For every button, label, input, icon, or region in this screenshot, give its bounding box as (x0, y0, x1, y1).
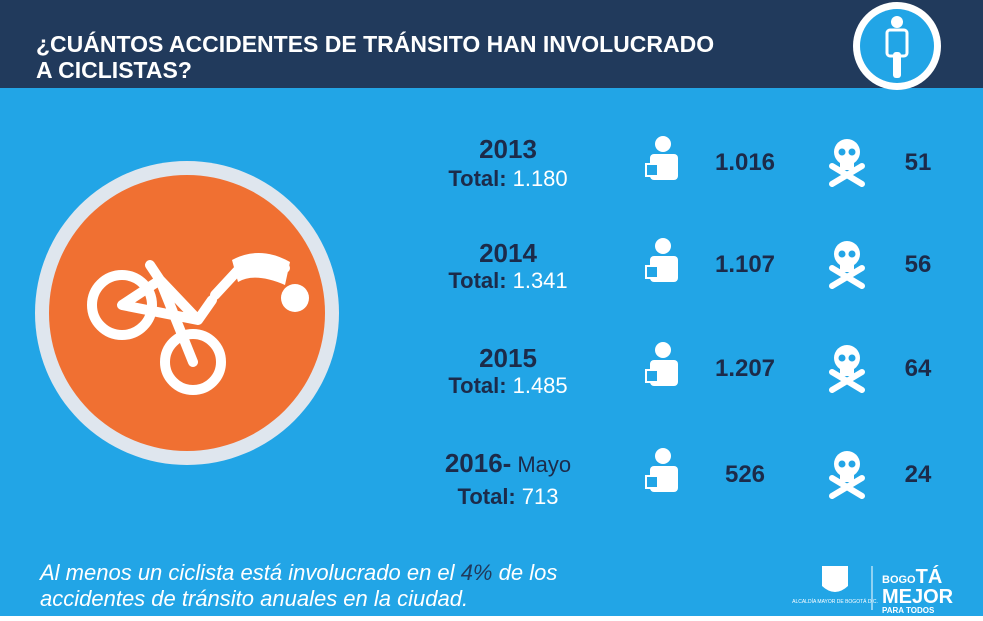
title-line: ¿CUÁNTOS ACCIDENTES DE TRÁNSITO HAN INVO… (36, 30, 714, 57)
death-count: 24 (905, 461, 932, 488)
year-note: Mayo (517, 452, 571, 477)
infographic: ¿CUÁNTOS ACCIDENTES DE TRÁNSITO HAN INVO… (0, 0, 983, 616)
icon-part (655, 448, 671, 464)
injured-count: 1.107 (715, 251, 775, 278)
year: 2016-Mayo (445, 448, 571, 478)
logo-text: PARA TODOS (882, 606, 935, 615)
icon-part (834, 451, 860, 477)
total-label: Total: (448, 166, 506, 191)
icon-part (840, 162, 854, 170)
icon-part (840, 474, 854, 482)
logo-text: ALCALDÍA MAYOR DE BOGOTÁ D.C. (792, 598, 878, 605)
total-value: 1.485 (513, 373, 568, 398)
logo-text: MEJOR (882, 586, 954, 608)
footer-text: accidentes de tránsito anuales en la ciu… (40, 586, 468, 611)
year: 2014 (479, 238, 537, 268)
year: 2016- (445, 448, 512, 478)
death-count: 56 (905, 251, 932, 278)
death-count: 64 (905, 355, 932, 382)
icon-part (646, 164, 658, 176)
icon-part (646, 266, 658, 278)
total-value: 1.180 (513, 166, 568, 191)
bike-accident-icon (35, 161, 339, 465)
icon-part (655, 136, 671, 152)
logo-text: TÁ (916, 565, 943, 588)
icon-part (655, 238, 671, 254)
injured-count: 1.207 (715, 355, 775, 382)
title-line: A CICLISTAS? (36, 57, 192, 83)
icon-part (646, 370, 658, 382)
icon-part (839, 251, 846, 258)
icon-part (839, 355, 846, 362)
year: 2014 (479, 238, 537, 268)
total-label: Total: (458, 484, 516, 509)
death-count: 51 (905, 149, 932, 176)
year: 2015 (479, 343, 537, 373)
icon-part (840, 264, 854, 272)
icon-part (839, 461, 846, 468)
footer-text: Al menos un ciclista está involucrado en… (38, 560, 456, 585)
total-value: 713 (522, 484, 559, 509)
icon-part (655, 342, 671, 358)
footer-highlight: 4% (461, 560, 493, 585)
total-value: 1.341 (513, 268, 568, 293)
footer-text: Al menos un ciclista está involucrado en… (38, 560, 557, 585)
logo-text: BOGO (882, 574, 916, 586)
icon-part (839, 149, 846, 156)
icon-part (849, 461, 856, 468)
total: Total:713 (458, 484, 559, 509)
icon-part (834, 241, 860, 267)
year: 2013 (479, 134, 537, 164)
footer-text: de los (499, 560, 558, 585)
injured-count: 1.016 (715, 149, 775, 176)
icon-part (646, 476, 658, 488)
year: 2013 (479, 134, 537, 164)
cyclist-badge (853, 2, 941, 90)
icon-part (834, 139, 860, 165)
icon-part (834, 345, 860, 371)
icon-part (840, 368, 854, 376)
year: 2015 (479, 343, 537, 373)
total-label: Total: (448, 373, 506, 398)
icon-part (849, 355, 856, 362)
icon-part (849, 149, 856, 156)
injured-count: 526 (725, 461, 765, 488)
total-label: Total: (448, 268, 506, 293)
icon-part (849, 251, 856, 258)
